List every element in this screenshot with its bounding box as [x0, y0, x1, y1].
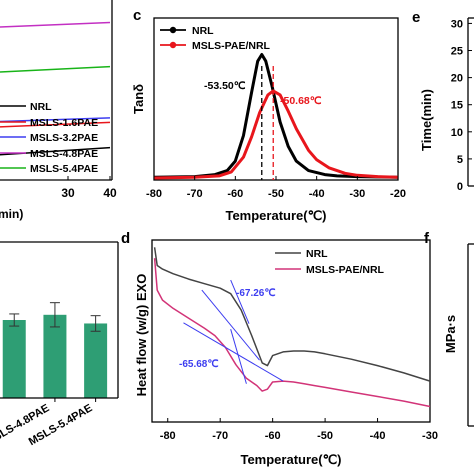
panel-d-legend: NRL MSLS-PAE/NRL — [275, 248, 385, 276]
panel-a-xtick-label: 40 — [103, 186, 117, 200]
panel-d-series — [153, 247, 431, 408]
panel-d-series-line — [153, 247, 431, 382]
legend-marker — [169, 26, 177, 34]
panel-a-xlabel: min) — [0, 207, 23, 221]
panel-e-ytick-label: 15 — [451, 100, 463, 112]
legend-label: MSLS-4.8PAE — [30, 148, 98, 160]
panel-d: d -67.26℃ -65.68℃ NRL MSLS-PAE/NRL Heat … — [121, 230, 438, 467]
panel-c-ylabel: Tanδ — [131, 84, 146, 114]
panel-e-ytick-label: 20 — [451, 73, 463, 85]
panel-d-tangent-line — [183, 322, 284, 382]
panel-d-xtick-label: -80 — [160, 430, 176, 442]
panel-c-series-line — [153, 89, 399, 180]
legend-marker — [169, 41, 177, 49]
panel-a-series-line — [0, 21, 111, 28]
panel-a: 30 40 min) NRL MSLS-1.6PAE MSLS-3.2PAE M… — [0, 0, 117, 221]
panel-d-xtick-label: -60 — [265, 430, 281, 442]
panel-d-xlabel: Temperature(℃) — [240, 452, 341, 467]
panel-a-series-line — [0, 65, 111, 73]
legend-label: MSLS-5.4PAE — [30, 163, 98, 175]
panel-d-ylabel: Heat flow (w/g) EXO — [134, 274, 149, 397]
panel-c-xtick-label: -40 — [309, 188, 325, 200]
panel-b-bar — [2, 320, 26, 398]
panel-d-annotation-nrl: -67.26℃ — [236, 288, 276, 299]
panel-e: e 0 5 10 15 20 25 30 Time(min) — [412, 9, 474, 193]
panel-d-plot-frame — [151, 239, 431, 423]
panel-e-letter: e — [412, 9, 420, 26]
panel-d-xtick-label: -70 — [212, 430, 228, 442]
panel-e-ytick-label: 10 — [451, 127, 463, 139]
panel-c-xtick-label: -30 — [349, 188, 365, 200]
legend-label: MSLS-PAE/NRL — [306, 264, 385, 276]
panel-d-xtick-label: -50 — [317, 430, 333, 442]
panel-c-xtick-label: -50 — [268, 188, 284, 200]
panel-e-ytick-label: 25 — [451, 46, 463, 58]
panel-d-tangent-line — [230, 279, 250, 324]
panel-a-legend: NRL MSLS-1.6PAE MSLS-3.2PAE MSLS-4.8PAE … — [0, 101, 98, 175]
legend-label: MSLS-1.6PAE — [30, 117, 98, 129]
panel-c-xlabel: Temperature(℃) — [225, 208, 326, 223]
panel-a-series-line — [0, 121, 111, 128]
legend-label: MSLS-PAE/NRL — [192, 40, 271, 52]
panel-b: MSLS-4.8PAE MSLS-5.4PAE — [0, 241, 119, 448]
panel-d-tangent-line — [201, 289, 260, 361]
panel-f-ylabel: MPa·s — [443, 315, 458, 353]
panel-d-letter: d — [121, 230, 130, 247]
panel-c-legend: NRL MSLS-PAE/NRL — [160, 25, 271, 52]
panel-d-xtick-label: -40 — [370, 430, 386, 442]
panel-e-ytick-label: 30 — [451, 18, 463, 30]
panel-f-letter: f — [424, 230, 430, 247]
panel-c-xtick-label: -20 — [390, 188, 406, 200]
panel-f: f MPa·s — [424, 230, 474, 427]
panel-a-xtick-label: 30 — [61, 186, 75, 200]
panel-c-annotation-nrl: -53.50℃ — [204, 80, 246, 92]
panel-c-series — [153, 53, 399, 180]
panel-c-annotation-msls: -50.68℃ — [280, 95, 322, 107]
panel-b-bar — [43, 314, 67, 398]
panel-d-xtick-label: -30 — [422, 430, 438, 442]
panel-e-ylabel: Time(min) — [419, 89, 434, 151]
legend-label: NRL — [192, 25, 214, 37]
panel-b-bar — [84, 323, 108, 398]
panel-c-series-line — [153, 53, 399, 179]
panel-c-xtick-label: -70 — [187, 188, 203, 200]
panel-c: c -53.50℃ -50.68℃ NRL MSLS-PAE/NRL Tanδ … — [131, 7, 406, 223]
legend-label: MSLS-3.2PAE — [30, 132, 98, 144]
panel-d-tangent-line — [230, 329, 247, 384]
panel-c-letter: c — [133, 7, 141, 24]
legend-label: NRL — [306, 248, 328, 260]
panel-d-annotation-msls: -65.68℃ — [179, 359, 219, 370]
legend-label: NRL — [30, 101, 52, 113]
panel-d-series-line — [153, 258, 431, 408]
panel-e-ytick-label: 5 — [457, 154, 463, 166]
panel-e-ytick-label: 0 — [457, 181, 463, 193]
panel-c-xtick-label: -60 — [227, 188, 243, 200]
panel-c-xtick-label: -80 — [146, 188, 162, 200]
panel-a-series-line — [0, 117, 111, 123]
